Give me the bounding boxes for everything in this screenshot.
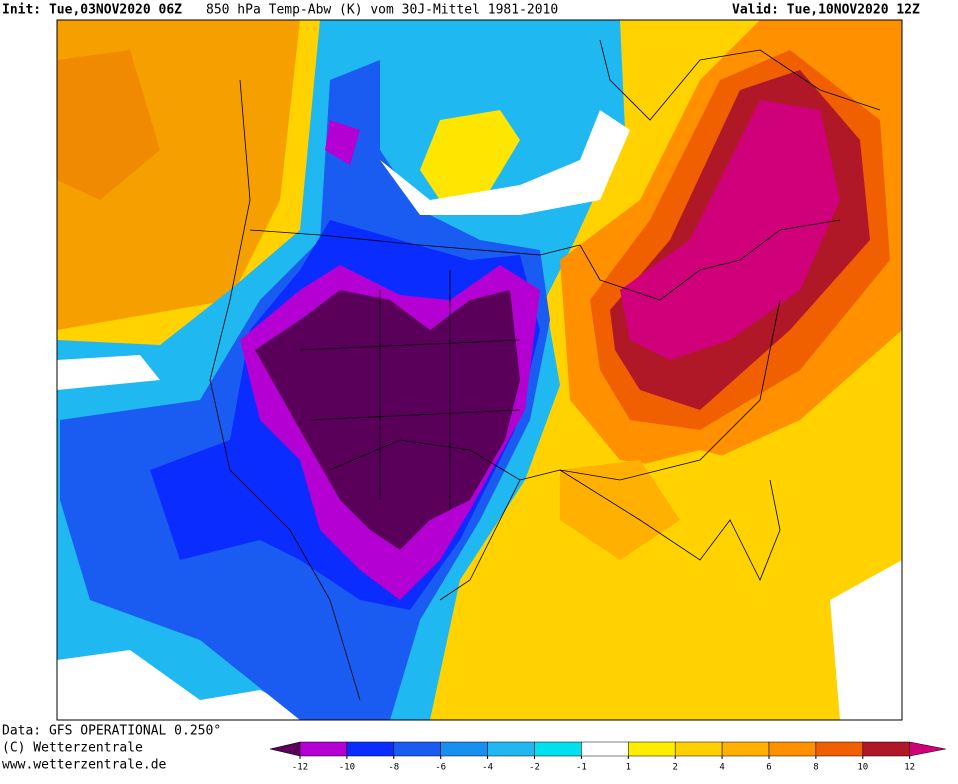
colorbar-bin: [674, 741, 723, 757]
colorbar-bin: [440, 741, 488, 757]
colorbar-bin: [487, 741, 535, 757]
colorbar-tick-label: 8: [813, 763, 818, 773]
colorbar-tick-label: 6: [766, 763, 771, 773]
colorbar-tick-label: 4: [719, 763, 724, 773]
anomaly-area: [255, 290, 520, 550]
colorbar-bin: [299, 741, 348, 757]
valid-time: Valid: Tue,10NOV2020 12Z: [732, 3, 920, 18]
colorbar-bin: [768, 741, 817, 757]
map-frame: [56, 19, 903, 721]
anomaly-area: [380, 110, 630, 215]
anomaly-area: [620, 100, 840, 360]
anomaly-area: [440, 450, 902, 720]
colorbar-tick-label: 1: [626, 763, 631, 773]
colorbar-tick-label: -12: [292, 763, 308, 773]
borders: [209, 39, 881, 701]
colorbar-tick-label: -4: [482, 763, 493, 773]
colorbar-tick-label: -6: [435, 763, 446, 773]
colorbar-bin: [393, 741, 441, 757]
colorbar-bin: [862, 741, 910, 757]
anomaly-area: [830, 560, 902, 720]
anomaly-area: [57, 650, 320, 720]
colorbar: -12 -10 -8 -6 -4 -2 -1 1 2 4 6 8 10 12: [269, 741, 946, 773]
anomaly-area: [57, 50, 160, 200]
colorbar-bin: [346, 741, 395, 757]
colorbar-bin: [815, 741, 864, 757]
map: [56, 19, 903, 721]
website: www.wetterzentrale.de: [2, 758, 167, 773]
colorbar-bin: [581, 741, 629, 757]
colorbar-arrow: [909, 741, 946, 757]
colorbar-bin: [628, 741, 676, 757]
colorbar-tick-label: 12: [904, 763, 915, 773]
colorbar-tick-label: -10: [339, 763, 355, 773]
copyright: (C) Wetterzentrale: [2, 741, 143, 756]
anomaly-area: [57, 355, 160, 390]
map-title: 850 hPa Temp-Abw (K) vom 30J-Mittel 1981…: [206, 3, 558, 18]
colorbar-bin: [534, 741, 582, 757]
anomaly-area: [560, 460, 680, 560]
colorbar-bin: [721, 741, 770, 757]
init-time: Init: Tue,03NOV2020 06Z: [2, 3, 182, 18]
anomaly-area: [420, 110, 520, 200]
colorbar-tick-label: 10: [857, 763, 868, 773]
colorbar-arrow: [269, 741, 301, 757]
colorbar-tick-label: 2: [672, 763, 677, 773]
data-source: Data: GFS OPERATIONAL 0.250°: [2, 724, 221, 739]
colorbar-tick-label: -8: [388, 763, 399, 773]
colorbar-tick-label: -1: [576, 763, 587, 773]
anomaly-area: [325, 120, 360, 165]
colorbar-tick-label: -2: [529, 763, 540, 773]
